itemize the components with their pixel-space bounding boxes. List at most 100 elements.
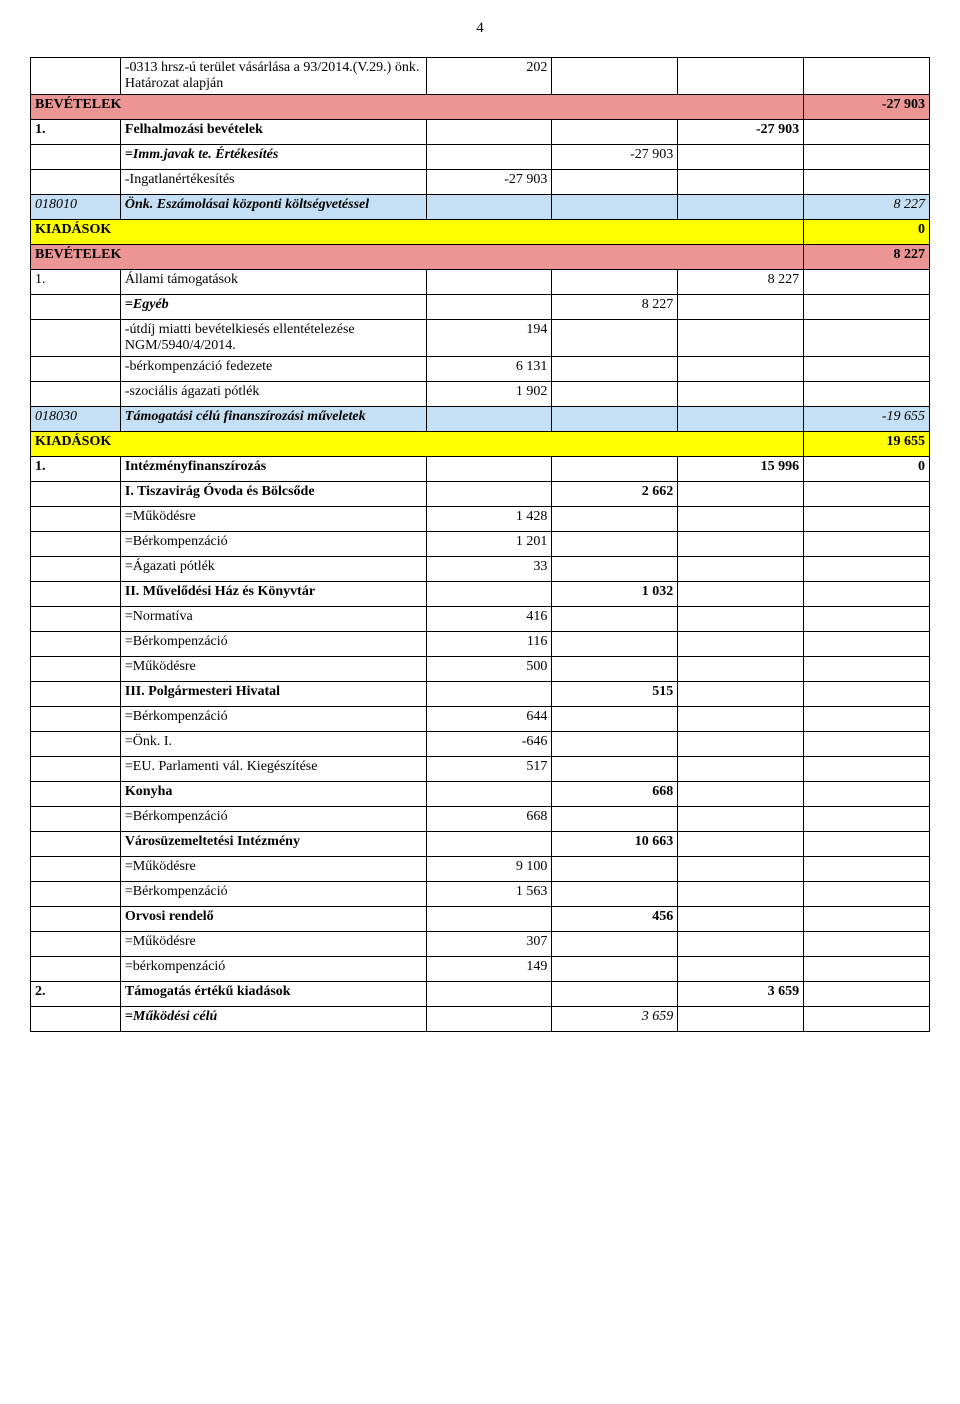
cell: II. Művelődési Ház és Könyvtár — [120, 582, 426, 607]
table-row: -0313 hrsz-ú terület vásárlása a 93/2014… — [31, 58, 930, 95]
cell — [804, 682, 930, 707]
table-row: =Imm.javak te. Értékesítés-27 903 — [31, 145, 930, 170]
cell: -útdíj miatti bevételkiesés ellentételez… — [120, 320, 426, 357]
table-row: Orvosi rendelő456 — [31, 907, 930, 932]
cell — [31, 507, 121, 532]
cell — [678, 382, 804, 407]
cell: =Bérkompenzáció — [120, 882, 426, 907]
cell — [31, 757, 121, 782]
cell — [804, 732, 930, 757]
cell — [31, 782, 121, 807]
cell — [678, 957, 804, 982]
table-row: -útdíj miatti bevételkiesés ellentételez… — [31, 320, 930, 357]
cell — [31, 732, 121, 757]
cell — [804, 1007, 930, 1032]
cell — [678, 357, 804, 382]
cell: =Ágazati pótlék — [120, 557, 426, 582]
page-number: 4 — [30, 20, 930, 37]
cell — [678, 607, 804, 632]
cell — [678, 732, 804, 757]
cell — [31, 882, 121, 907]
cell: 018010 — [31, 195, 121, 220]
cell — [552, 857, 678, 882]
table-row: Konyha668 — [31, 782, 930, 807]
cell — [678, 932, 804, 957]
cell — [552, 707, 678, 732]
table-row: =bérkompenzáció149 — [31, 957, 930, 982]
cell — [31, 482, 121, 507]
cell: 116 — [426, 632, 552, 657]
cell — [31, 807, 121, 832]
table-row: =Bérkompenzáció1 201 — [31, 532, 930, 557]
cell: 1 201 — [426, 532, 552, 557]
cell — [31, 532, 121, 557]
table-row: =Önk. I.-646 — [31, 732, 930, 757]
cell — [678, 295, 804, 320]
cell: 668 — [426, 807, 552, 832]
table-row: KIADÁSOK19 655 — [31, 432, 930, 457]
cell: Támogatás értékű kiadások — [120, 982, 426, 1007]
cell: 19 655 — [804, 432, 930, 457]
cell: =Normatíva — [120, 607, 426, 632]
cell: 8 227 — [804, 245, 930, 270]
cell: =Bérkompenzáció — [120, 632, 426, 657]
cell: 3 659 — [678, 982, 804, 1007]
cell: 33 — [426, 557, 552, 582]
cell — [426, 982, 552, 1007]
table-row: =Működésre1 428 — [31, 507, 930, 532]
cell — [31, 832, 121, 857]
cell — [426, 145, 552, 170]
cell — [678, 632, 804, 657]
cell: I. Tiszavirág Óvoda és Bölcsőde — [120, 482, 426, 507]
cell: 15 996 — [678, 457, 804, 482]
table-row: 2.Támogatás értékű kiadások 3 659 — [31, 982, 930, 1007]
cell — [31, 295, 121, 320]
cell — [426, 682, 552, 707]
cell: -646 — [426, 732, 552, 757]
cell — [804, 882, 930, 907]
cell: 500 — [426, 657, 552, 682]
table-row: -szociális ágazati pótlék1 902 — [31, 382, 930, 407]
cell — [804, 357, 930, 382]
cell — [678, 58, 804, 95]
cell — [426, 407, 552, 432]
cell — [552, 320, 678, 357]
cell — [426, 195, 552, 220]
cell — [31, 932, 121, 957]
table-row: =Működésre307 — [31, 932, 930, 957]
cell: =Működésre — [120, 857, 426, 882]
cell: 1 563 — [426, 882, 552, 907]
cell — [31, 357, 121, 382]
table-row: III. Polgármesteri Hivatal515 — [31, 682, 930, 707]
cell: -szociális ágazati pótlék — [120, 382, 426, 407]
cell: =Önk. I. — [120, 732, 426, 757]
cell — [552, 195, 678, 220]
table-row: =Ágazati pótlék33 — [31, 557, 930, 582]
cell — [31, 1007, 121, 1032]
cell: =Bérkompenzáció — [120, 532, 426, 557]
cell: 2. — [31, 982, 121, 1007]
cell — [804, 757, 930, 782]
cell: Orvosi rendelő — [120, 907, 426, 932]
cell — [804, 707, 930, 732]
cell: BEVÉTELEK — [31, 95, 804, 120]
cell — [804, 857, 930, 882]
cell — [31, 907, 121, 932]
cell: -Ingatlanértékesítés — [120, 170, 426, 195]
cell — [426, 295, 552, 320]
cell: 2 662 — [552, 482, 678, 507]
cell — [426, 782, 552, 807]
cell: Felhalmozási bevételek — [120, 120, 426, 145]
cell: =Működésre — [120, 507, 426, 532]
cell — [552, 382, 678, 407]
cell — [552, 532, 678, 557]
cell — [804, 320, 930, 357]
cell — [552, 407, 678, 432]
cell — [31, 382, 121, 407]
cell — [678, 707, 804, 732]
cell — [804, 832, 930, 857]
cell: 8 227 — [678, 270, 804, 295]
cell — [804, 382, 930, 407]
cell — [678, 907, 804, 932]
cell — [804, 270, 930, 295]
